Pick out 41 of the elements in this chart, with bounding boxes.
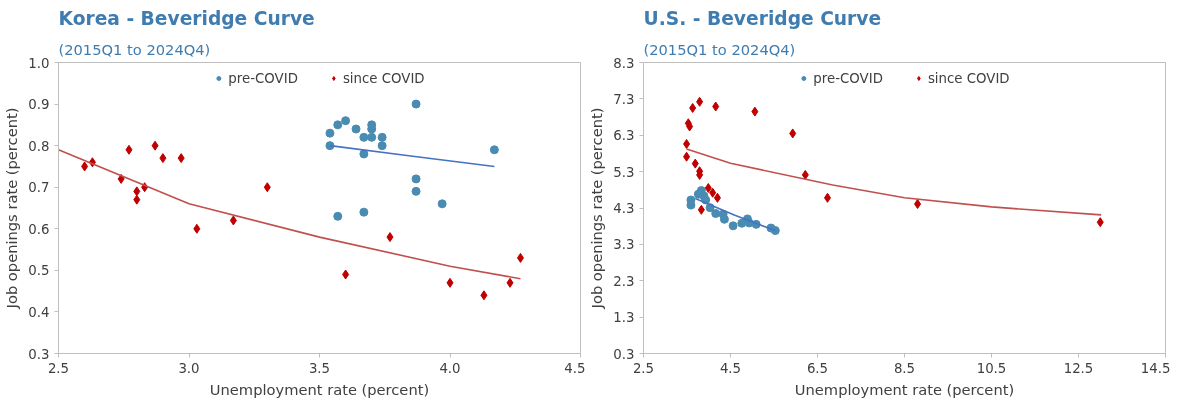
y-tick-label: 6.3 [613, 128, 635, 144]
y-tick-label: 0.9 [28, 97, 50, 113]
x-axis-title: Unemployment rate (percent) [209, 380, 430, 398]
x-tick-label: 10.5 [976, 360, 1007, 376]
legend-label: pre-COVID [228, 70, 298, 86]
chart-subtitle: (2015Q1 to 2024Q4) [643, 40, 796, 58]
y-axis-title: Job openings rate (percent) [3, 107, 21, 310]
y-tick-label: 0.4 [28, 304, 50, 320]
x-tick-label: 6.5 [806, 360, 829, 376]
legend-label: since COVID [342, 70, 425, 86]
chart-title: Korea - Beveridge Curve [58, 7, 315, 29]
y-tick-label: 8.3 [613, 55, 635, 71]
chart-subtitle: (2015Q1 to 2024Q4) [58, 40, 211, 58]
y-axis-title: Job openings rate (percent) [588, 107, 606, 310]
y-tick-label: 5.3 [613, 164, 635, 180]
x-tick-label: 4.5 [719, 360, 742, 376]
chart-title: U.S. - Beveridge Curve [643, 7, 882, 29]
x-tick-label: 4.0 [439, 360, 461, 376]
x-tick-label: 4.5 [564, 360, 586, 376]
y-tick-label: 7.3 [613, 91, 635, 107]
y-tick-label: 0.3 [28, 346, 50, 362]
x-tick-label: 2.5 [47, 360, 70, 376]
y-tick-label: 1.0 [28, 55, 50, 71]
y-tick-label: 1.3 [613, 310, 635, 326]
x-tick-label: 3.5 [308, 360, 331, 376]
y-tick-label: 4.3 [613, 201, 635, 216]
legend-label: since COVID [927, 70, 1010, 86]
y-tick-label: 0.6 [28, 221, 50, 237]
x-tick-label: 2.5 [632, 360, 655, 376]
y-tick-label: 0.3 [613, 346, 635, 362]
x-tick-label: 12.5 [1063, 360, 1094, 376]
legend-label: pre-COVID [813, 70, 883, 86]
y-tick-label: 2.3 [613, 273, 635, 289]
y-tick-label: 3.3 [613, 237, 635, 253]
x-tick-label: 8.5 [893, 360, 916, 376]
y-tick-label: 0.7 [28, 180, 50, 196]
y-tick-label: 0.8 [28, 138, 50, 154]
x-tick-label: 3.0 [178, 360, 200, 376]
y-tick-label: 0.5 [28, 263, 50, 279]
x-axis-title: Unemployment rate (percent) [794, 380, 1015, 398]
x-tick-label: 14.5 [1140, 360, 1171, 376]
